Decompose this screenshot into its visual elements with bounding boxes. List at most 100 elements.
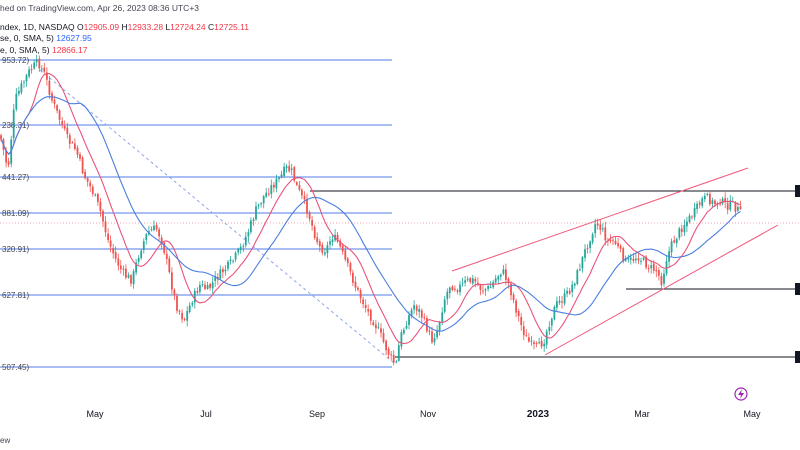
candle-body [270,185,273,194]
candle-body [306,198,308,214]
candle-body [163,242,166,253]
candle-body [114,252,117,259]
candle-body [301,189,303,196]
x-tick-label: Sep [309,409,325,419]
candle-body [336,234,339,242]
candle-body [739,206,742,209]
candle-body [275,178,278,189]
candle-body [117,258,120,266]
candle-body [262,196,265,204]
candle-body [130,275,132,284]
x-tick-label: 2023 [527,409,550,420]
candle-body [119,265,122,270]
candle-body [515,300,517,313]
candle-body [331,239,334,243]
candle-body [680,228,683,232]
candle-body [25,75,28,82]
candle-body [499,274,502,277]
candle-body [441,312,444,323]
high-label: H [121,22,128,32]
publish-info: hed on TradingView.com, Apr 26, 2023 08:… [0,3,199,13]
ohlc-legend: ndex, 1D, NASDAQ O12905.09 H12933.28 L12… [0,22,249,32]
candle-body [431,331,433,343]
candle-body [487,286,489,289]
candle-body [579,269,581,271]
candle-body [507,278,510,283]
candle-body [540,340,543,347]
candle-body [645,256,647,268]
candle-body [658,270,660,276]
fib-label: 507.45) [2,363,29,372]
open-label: O [77,22,84,32]
dashed-trendline [39,69,395,364]
candle-body [474,278,477,282]
candle-body [91,186,94,194]
candle-body [698,202,701,205]
candle-body [420,310,423,318]
candle-body [709,193,711,205]
candle-body [232,260,234,262]
candle-body [84,172,86,179]
candle-body [655,269,658,272]
candle-body [594,224,597,234]
candle-body [571,284,574,292]
tradingview-logo [734,387,748,401]
candle-body [15,93,18,110]
candle-body [599,224,602,230]
candle-body [530,340,533,342]
candle-body [716,203,719,204]
candle-body [566,290,568,294]
candle-body [543,343,546,347]
candle-body [30,69,33,71]
candle-body [76,147,79,155]
candle-body [171,272,173,290]
candle-body [612,239,614,241]
candle-body [505,269,507,280]
candle-body [701,198,704,206]
candle-body [619,245,622,249]
candle-body [273,184,275,188]
candle-body [408,315,410,325]
candle-body [219,269,222,279]
open-value: 12905.09 [83,22,120,32]
candle-body [209,284,211,288]
candle-body [0,135,2,140]
candle-body [714,200,716,205]
candle-body [497,276,500,280]
candle-body [535,343,538,344]
candle-body [397,345,400,361]
candle-body [629,257,632,260]
candle-body [596,223,599,226]
ma1-label: se, 0, SMA, 5) [0,33,54,43]
candle-body [522,326,525,336]
candle-body [558,300,561,303]
candle-body [107,233,109,240]
candle-body [142,241,145,250]
candle-body [97,194,99,202]
candle-body [127,275,130,278]
x-axis: May Jul Sep Nov 2023 Mar May [86,409,761,420]
candle-body [204,284,206,289]
candle-body [364,304,367,308]
candle-body [68,135,71,144]
fib-label: 627.81) [2,291,29,300]
candle-body [135,262,137,273]
candle-body [385,340,387,351]
candle-body [53,100,56,104]
candle-body [324,252,326,255]
candle-body [548,326,551,332]
candle-body [377,327,380,329]
candle-body [99,201,102,212]
candle-body [479,285,482,290]
candle-body [387,348,390,355]
candle-body [102,210,104,222]
candle-body [520,317,523,325]
candle-body [183,318,186,320]
candle-body [58,110,61,120]
candle-body [670,241,673,253]
candle-body [568,290,571,294]
candle-body [683,225,686,233]
candle-body [380,328,382,333]
candle-body [604,227,607,241]
candle-body [576,270,579,284]
